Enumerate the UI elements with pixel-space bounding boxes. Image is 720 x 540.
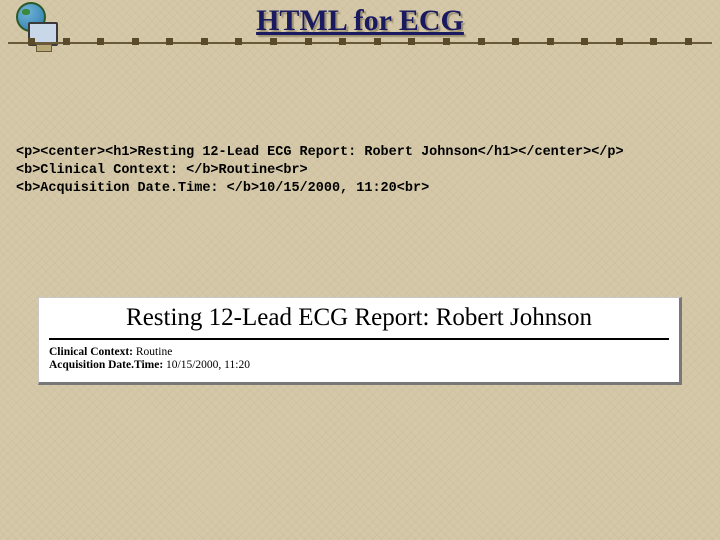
datetime-value: 10/15/2000, 11:20 xyxy=(166,359,250,371)
rendered-heading: Resting 12-Lead ECG Report: Robert Johns… xyxy=(49,304,669,340)
html-source-code: <p><center><h1>Resting 12-Lead ECG Repor… xyxy=(16,144,704,199)
context-label: Clinical Context: xyxy=(49,346,136,358)
context-value: Routine xyxy=(136,346,172,358)
datetime-label: Acquisition Date.Time: xyxy=(49,359,166,371)
slide-header: HTML for ECG xyxy=(0,0,720,54)
rendered-output-box: Resting 12-Lead ECG Report: Robert Johns… xyxy=(38,297,682,385)
divider-dots xyxy=(8,38,712,45)
rendered-context: Clinical Context: Routine xyxy=(49,346,669,358)
slide-title: HTML for ECG xyxy=(0,4,720,38)
code-line-1: <p><center><h1>Resting 12-Lead ECG Repor… xyxy=(16,145,624,160)
code-line-3: <b>Acquisition Date.Time: </b>10/15/2000… xyxy=(16,181,429,196)
code-line-2: <b>Clinical Context: </b>Routine<br> xyxy=(16,163,308,178)
rendered-datetime: Acquisition Date.Time: 10/15/2000, 11:20 xyxy=(49,359,669,371)
divider-line xyxy=(8,42,712,52)
